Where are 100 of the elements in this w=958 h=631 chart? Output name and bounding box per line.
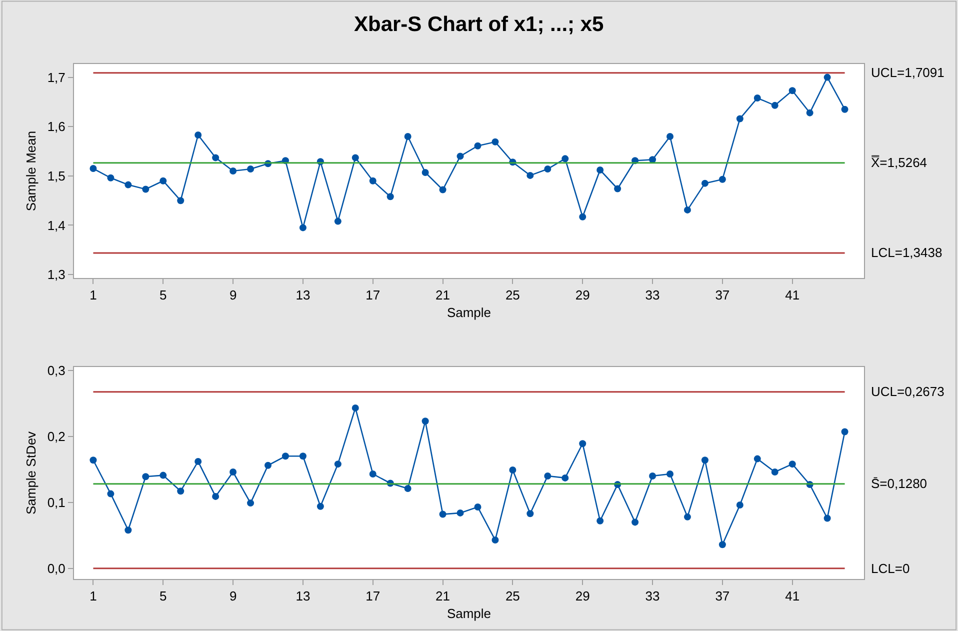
x-tick-label: 25 — [505, 288, 520, 303]
point — [509, 466, 516, 474]
x-tick-label: 9 — [229, 588, 237, 604]
chart-title: Xbar-S Chart of x1; ...; x5 — [354, 13, 604, 36]
point — [422, 168, 429, 176]
point — [404, 485, 412, 492]
point — [264, 462, 272, 469]
point — [439, 186, 446, 194]
x-tick-label: 29 — [575, 588, 590, 604]
point — [771, 102, 778, 109]
point — [247, 500, 254, 507]
point — [754, 94, 761, 102]
point — [404, 132, 412, 140]
point — [334, 218, 342, 225]
point — [194, 132, 202, 138]
x-tick-label: 1 — [90, 288, 97, 303]
point — [474, 504, 482, 511]
point — [386, 193, 394, 200]
y-tick-label: 1,4 — [47, 218, 66, 233]
point — [212, 492, 220, 500]
x-tick-label: 25 — [505, 588, 520, 604]
point — [684, 206, 691, 214]
ref-line-label: LCL=0 — [871, 561, 910, 576]
point — [316, 502, 324, 510]
point — [526, 510, 534, 518]
y-tick-label: 0,3 — [47, 362, 66, 378]
y-tick-label: 0,1 — [47, 494, 66, 510]
ref-line-label: S̄=0,1280 — [871, 476, 928, 491]
point — [177, 488, 184, 495]
point — [369, 470, 376, 478]
x-tick-label: 37 — [715, 288, 730, 303]
y-tick-label: 0,0 — [47, 560, 66, 576]
point — [788, 87, 796, 94]
point — [107, 174, 114, 182]
point — [579, 440, 586, 448]
point — [526, 172, 534, 179]
x-tick-label: 37 — [715, 588, 730, 604]
x-tick-label: 21 — [436, 588, 450, 604]
y-tick-label: 0,2 — [47, 428, 66, 444]
point — [754, 455, 761, 462]
point — [474, 142, 482, 150]
point — [771, 468, 778, 476]
x-tick-label: 5 — [160, 288, 167, 303]
point — [352, 404, 359, 412]
point — [544, 472, 552, 480]
x-tick-label: 13 — [296, 588, 310, 604]
point — [666, 132, 674, 140]
y-tick-label: 1,5 — [47, 168, 66, 184]
point — [718, 176, 726, 183]
x-axis-title: Sample — [446, 305, 492, 320]
point — [247, 166, 254, 173]
point — [107, 490, 114, 498]
point — [684, 513, 691, 520]
point — [124, 526, 132, 534]
point — [299, 452, 306, 460]
point — [649, 472, 656, 480]
point — [736, 115, 744, 122]
point — [806, 109, 814, 116]
point — [544, 166, 552, 173]
y-tick-label: 1,3 — [47, 267, 66, 282]
point — [369, 177, 376, 184]
x-tick-label: 13 — [296, 288, 310, 303]
x-tick-label: 29 — [575, 288, 590, 303]
point — [456, 509, 464, 516]
point — [456, 152, 464, 160]
point — [422, 418, 429, 425]
point — [230, 468, 237, 476]
point — [194, 458, 202, 465]
y-axis-title: Sample Mean — [23, 130, 38, 212]
x-axis-title: Sample — [446, 606, 492, 622]
point — [142, 473, 150, 480]
point — [718, 541, 726, 548]
point — [788, 460, 796, 468]
ref-line-label: UCL=0,2673 — [871, 384, 944, 399]
point — [614, 185, 622, 192]
point — [492, 138, 499, 146]
ref-line-label: X̿=1,5264 — [871, 155, 928, 170]
ref-line-label: LCL=1,3438 — [871, 245, 942, 260]
point — [824, 74, 831, 81]
x-tick-label: 9 — [229, 288, 237, 303]
point — [492, 536, 499, 544]
point — [142, 186, 150, 193]
point — [90, 165, 97, 172]
x-tick-label: 41 — [785, 288, 800, 303]
x-tick-label: 1 — [90, 588, 97, 604]
point — [90, 456, 97, 464]
point — [841, 106, 848, 113]
x-tick-label: 41 — [785, 588, 800, 604]
point — [562, 474, 569, 482]
point — [160, 472, 167, 479]
point — [439, 510, 446, 518]
point — [701, 180, 708, 187]
point — [177, 197, 184, 204]
point — [666, 470, 674, 478]
point — [212, 154, 220, 162]
point — [562, 155, 569, 162]
point — [596, 166, 604, 174]
point — [841, 428, 848, 436]
x-tick-label: 21 — [436, 288, 450, 303]
point — [334, 460, 342, 468]
